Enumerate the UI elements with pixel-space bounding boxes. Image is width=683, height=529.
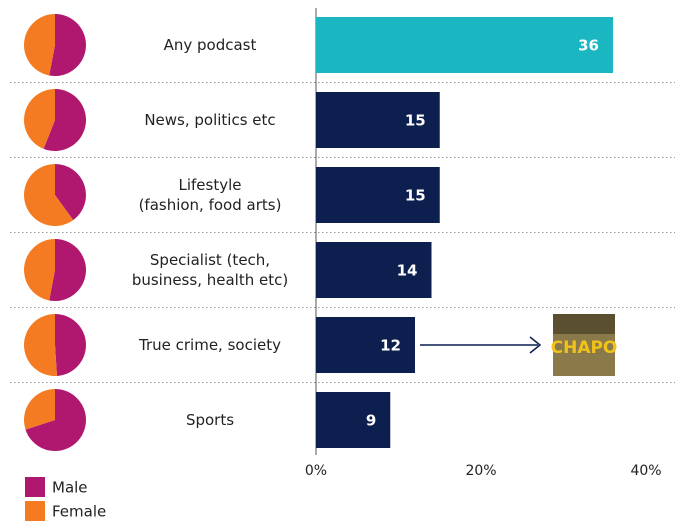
bar bbox=[316, 392, 391, 448]
arrow-head bbox=[529, 336, 542, 354]
bar bbox=[316, 242, 432, 298]
pie-slice bbox=[49, 14, 87, 76]
pie-slice bbox=[23, 89, 55, 149]
pie-slice bbox=[25, 389, 86, 451]
pie-slice bbox=[24, 164, 74, 226]
category-label: Any podcast bbox=[163, 36, 257, 54]
pie-slice bbox=[23, 389, 55, 430]
legend-label: Male bbox=[52, 479, 88, 497]
category-label: Sports bbox=[185, 411, 235, 429]
bar bbox=[316, 92, 440, 148]
bar bbox=[316, 317, 415, 373]
pie-slice bbox=[24, 239, 55, 301]
x-tick-label: 0% bbox=[305, 463, 327, 479]
category-label: News, politics etc bbox=[144, 111, 276, 129]
value-label: 36 bbox=[578, 37, 599, 55]
pie-slice bbox=[43, 89, 86, 151]
legend-label: Female bbox=[52, 503, 106, 521]
bar bbox=[316, 17, 613, 73]
value-label: 15 bbox=[405, 187, 426, 205]
pie-slice bbox=[55, 164, 86, 221]
pie-slice bbox=[55, 314, 87, 376]
value-label: 14 bbox=[397, 262, 418, 280]
category-label: Lifestyle (fashion, food arts) bbox=[138, 176, 282, 214]
pie-slice bbox=[24, 14, 55, 76]
pie-slice bbox=[49, 239, 87, 301]
x-tick-label: 20% bbox=[465, 463, 496, 479]
category-label: True crime, society bbox=[139, 336, 281, 354]
legend-swatch bbox=[25, 501, 45, 521]
value-label: 15 bbox=[405, 112, 426, 130]
bar bbox=[316, 167, 440, 223]
cover-title: CHAPO bbox=[551, 338, 618, 358]
x-tick-label: 40% bbox=[630, 463, 661, 479]
legend-swatch bbox=[25, 477, 45, 497]
pie-slice bbox=[24, 314, 57, 377]
podcast-cover-shade bbox=[553, 314, 615, 334]
value-label: 12 bbox=[380, 337, 401, 355]
category-label: Specialist (tech, business, health etc) bbox=[131, 251, 289, 289]
value-label: 9 bbox=[366, 412, 376, 430]
